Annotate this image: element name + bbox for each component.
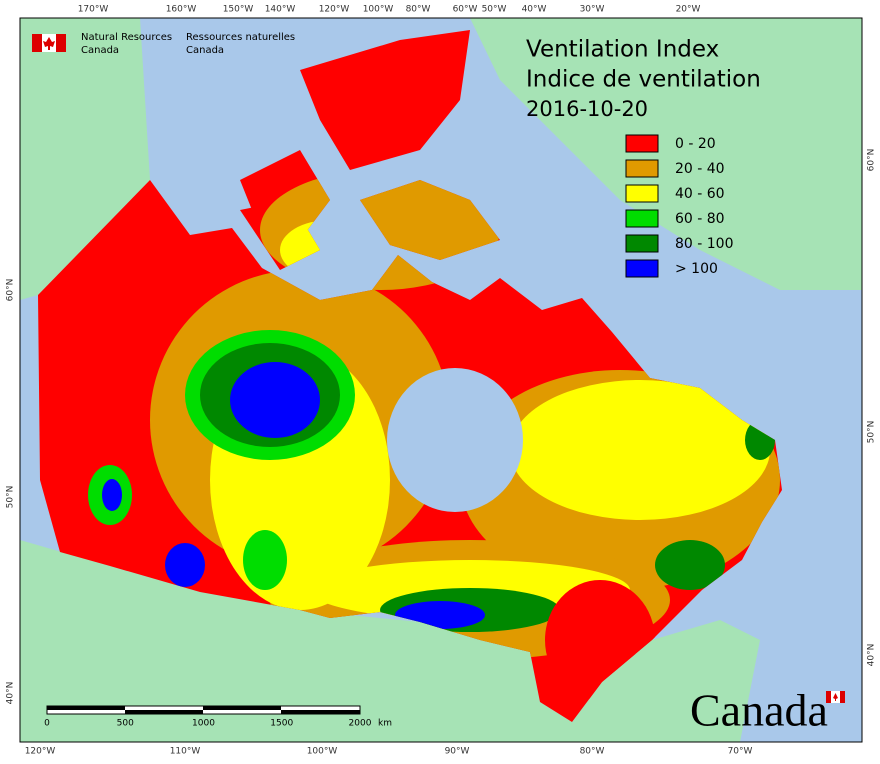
graticule-label: 120°W [319,5,350,15]
wordmark: Canada [690,685,828,736]
nrcan-flag [32,34,66,52]
legend-label: 60 - 80 [675,211,725,227]
graticule-label: 80°W [406,5,431,15]
alaska [20,18,150,300]
graticule-label: 90°W [445,747,470,757]
title-date: 2016-10-20 [526,97,648,121]
graticule-label: 40°W [522,5,547,15]
graticule-label: 40°N [867,644,877,667]
agency-en: Natural Resources [81,32,172,43]
scale-label: 500 [117,719,134,729]
graticule-label: 30°W [580,5,605,15]
frame [19,17,863,743]
legend-label: 0 - 20 [675,136,716,152]
agency-fr: Ressources naturelles [186,32,295,43]
graticule-label: 50°W [482,5,507,15]
graticule-label: 60°W [453,5,478,15]
graticule-label: 80°W [580,747,605,757]
scale-label: 0 [44,719,50,729]
greenland [470,18,862,290]
graticule-label: 110°W [170,747,201,757]
graticule-label: 60°N [867,149,877,172]
legend-swatch [625,234,659,253]
graticule-label: 150°W [223,5,254,15]
title: Indice de ventilation [526,67,761,93]
graticule-label: 50°N [867,421,877,444]
legend-swatch [625,209,659,228]
legend-label: 40 - 60 [675,186,725,202]
title: Ventilation Index [526,37,719,63]
scale-unit: km [378,719,392,729]
legend-label: 20 - 40 [675,161,725,177]
graticule-label: 70°W [728,747,753,757]
scale-label: 2000 [349,719,372,729]
wordmark-flag [826,691,845,703]
legend-swatch [625,259,659,278]
graticule-label: 40°N [6,682,16,705]
graticule-label: 60°N [6,279,16,302]
scale-label: 1500 [270,719,293,729]
graticule-label: 20°W [676,5,701,15]
graticule-label: 170°W [78,5,109,15]
legend-swatch [625,184,659,203]
usa [20,540,760,742]
legend-label: 80 - 100 [675,236,734,252]
legend-swatch [625,159,659,178]
agency-en: Canada [81,45,119,56]
legend-label: > 100 [675,261,718,277]
graticule-label: 50°N [6,486,16,509]
graticule-label: 100°W [307,747,338,757]
scale-bar [46,705,361,715]
hudson-bay [387,368,523,512]
scale-label: 1000 [192,719,215,729]
graticule-label: 140°W [265,5,296,15]
graticule-label: 160°W [166,5,197,15]
graticule-label: 120°W [25,747,56,757]
graticule-label: 100°W [363,5,394,15]
agency-fr: Canada [186,45,224,56]
legend-swatch [625,134,659,153]
